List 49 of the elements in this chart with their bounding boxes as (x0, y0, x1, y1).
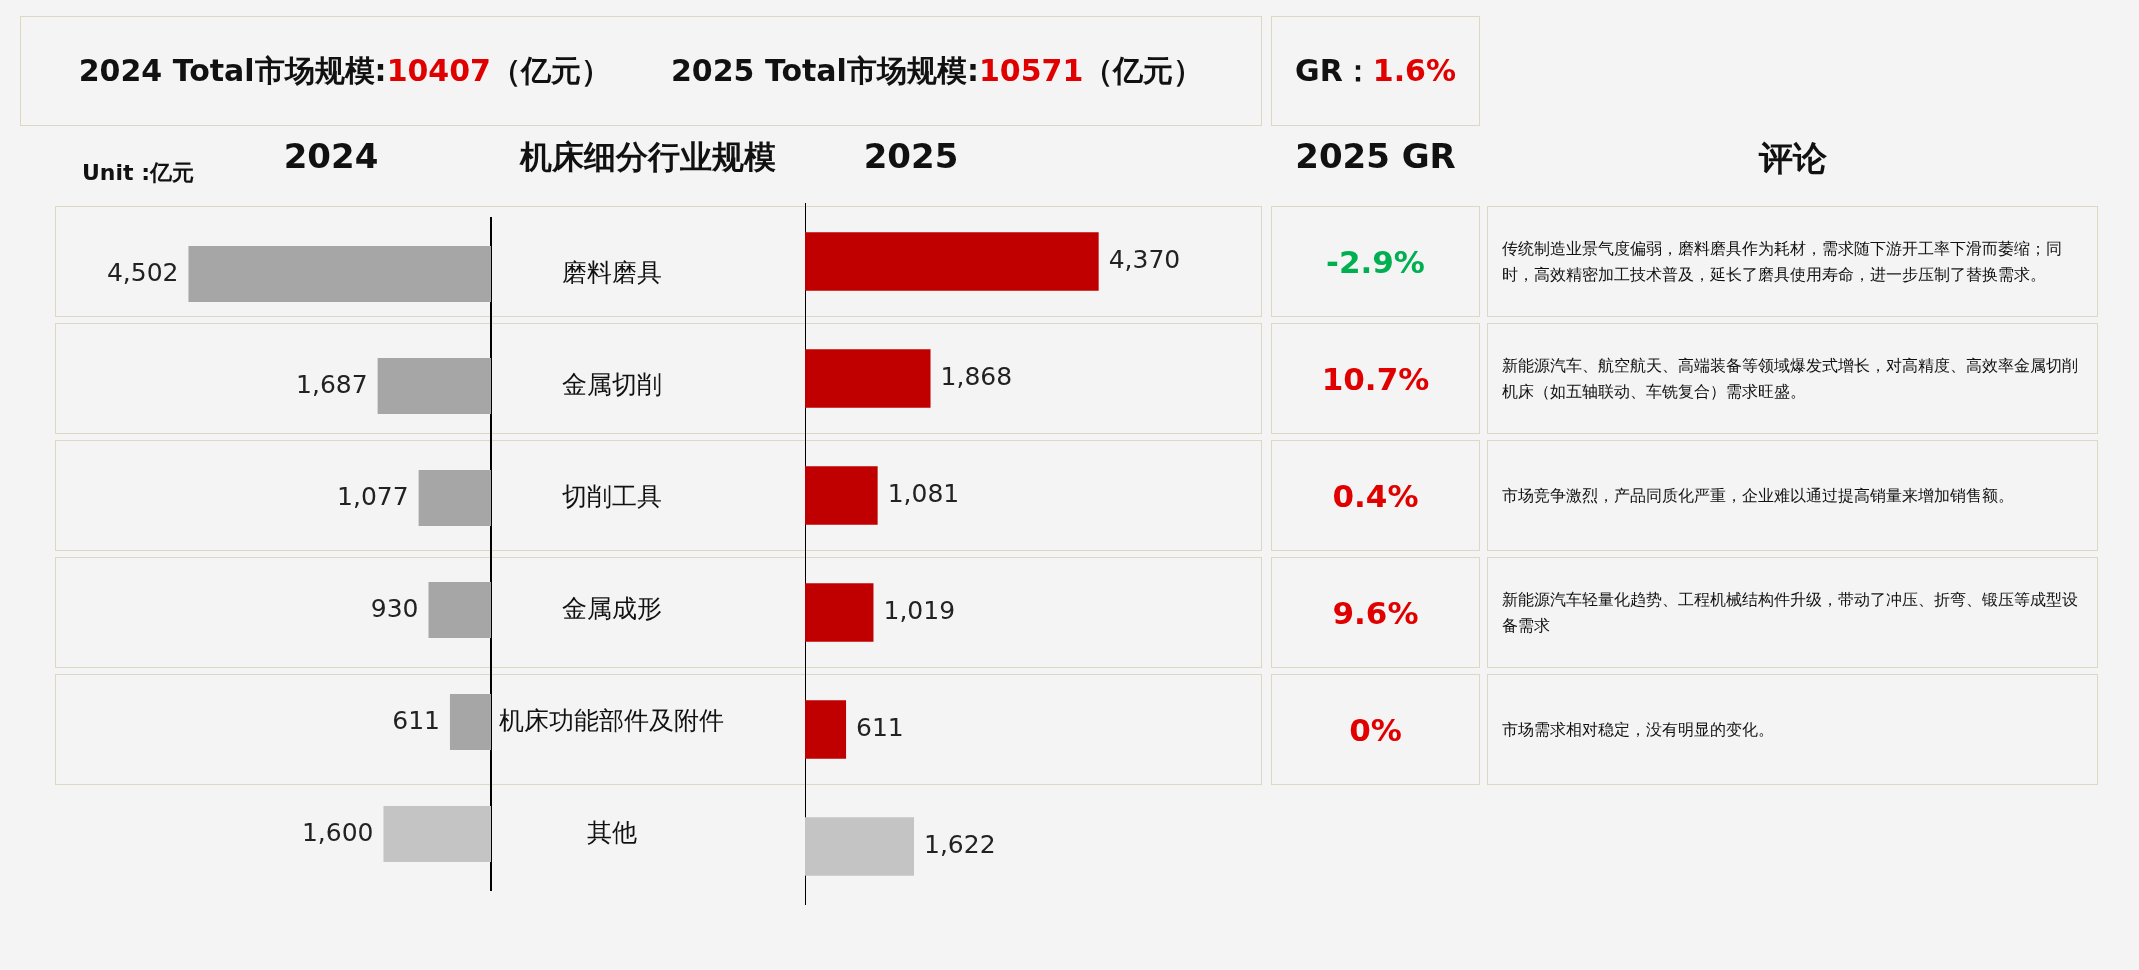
text: 新能源汽车轻量化趋势、工程机械结构件升级，带动了冲压、折弯、锻压等成型设备需求 (1487, 557, 2098, 668)
bar (418, 470, 491, 526)
data-label: 4,370 (1108, 245, 1181, 274)
text: GR：1.6% (1295, 51, 1456, 90)
chart-title: 2024 (282, 136, 380, 176)
data-label: 611 (856, 713, 904, 742)
text: -2.9% (1271, 206, 1480, 317)
chart-title: 2025 (862, 136, 960, 176)
data-label: 930 (370, 593, 419, 623)
y-tick-label: 其他 (586, 817, 637, 847)
y-axis-title: 机床细分行业规模 (518, 137, 777, 178)
text: 2025 Total市场规模:10571（亿元） (671, 51, 1204, 90)
bar (805, 817, 914, 876)
text: 10.7% (1271, 323, 1480, 434)
text: 2024 Total市场规模:10407（亿元） (78, 51, 611, 90)
bar (428, 582, 491, 638)
data-label: 1,019 (883, 596, 956, 625)
y-tick-label: 机床功能部件及附件 (499, 705, 724, 735)
bar (377, 358, 491, 414)
data-label: 1,622 (924, 830, 996, 859)
y-tick-label: 金属成形 (561, 593, 662, 623)
data-label: 4,502 (106, 257, 179, 287)
text: 0.4% (1271, 440, 1480, 551)
bar (805, 700, 847, 759)
y-tick-label: 磨料磨具 (561, 257, 662, 287)
text: 传统制造业景气度偏弱，磨料磨具作为耗材，需求随下游开工率下滑而萎缩；同时，高效精密加工技术普及，延长了磨具使用寿命，进一步压制了替换需求。 (1487, 206, 2098, 317)
y-tick-label: 金属切削 (561, 369, 662, 399)
text: 评论 (1757, 137, 1828, 180)
text: 0% (1271, 674, 1480, 785)
bar (449, 694, 491, 750)
bar (805, 583, 874, 642)
text: 新能源汽车、航空航天、高端装备等领域爆发式增长，对高精度、高效率金属切削机床（如五轴联动、车铣复合）需求旺盛。 (1487, 323, 2098, 434)
bar (805, 232, 1099, 291)
bar (188, 246, 491, 302)
bar (805, 349, 931, 408)
text: 9.6% (1271, 557, 1480, 668)
y-tick-label: 切削工具 (561, 481, 662, 511)
data-label: 1,077 (337, 481, 409, 511)
data-label: 1,868 (940, 362, 1013, 391)
data-label: 1,081 (887, 479, 960, 508)
text: 市场竞争激烈，产品同质化严重，企业难以通过提高销量来增加销售额。 (1487, 440, 2098, 551)
data-label: 1,600 (301, 817, 374, 847)
text: 市场需求相对稳定，没有明显的变化。 (1487, 674, 2098, 785)
data-label: 1,687 (296, 369, 368, 399)
bar (383, 806, 491, 862)
text: 2025 GR (1294, 136, 1457, 176)
bar (805, 466, 878, 525)
data-label: 611 (392, 705, 440, 735)
text: Unit :亿元 (82, 159, 195, 187)
